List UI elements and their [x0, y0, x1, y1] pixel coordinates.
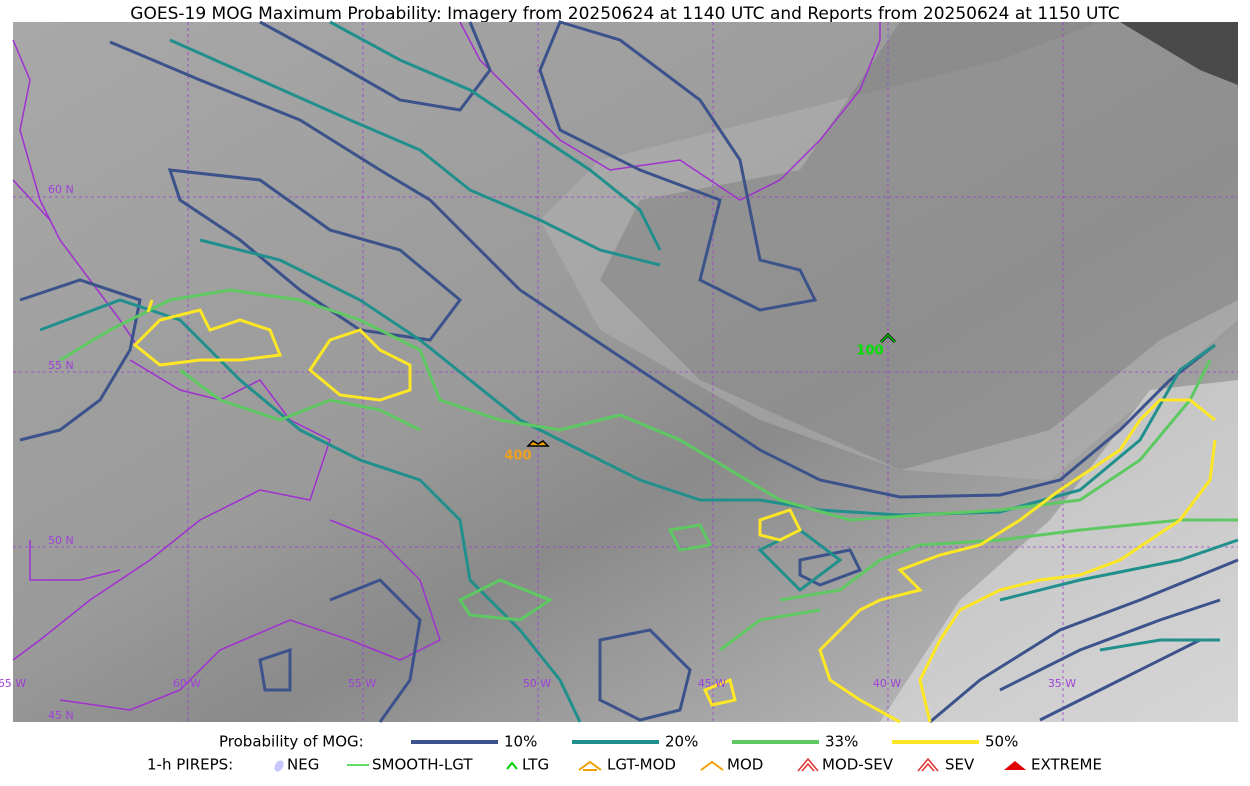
legend-title: Probability of MOG: — [219, 733, 364, 751]
lat-label: 45 N — [48, 709, 74, 722]
grid — [13, 22, 1238, 722]
legend-label: NEG — [287, 756, 319, 774]
legend-title: 1-h PIREPS: — [147, 756, 233, 774]
legend-label: MOD-SEV — [822, 756, 894, 774]
pirep-label: 100 — [856, 344, 883, 359]
legend: Probability of MOG: 10% 20% 33% 50% 1-h … — [147, 733, 1102, 774]
legend-label: SEV — [945, 756, 975, 774]
map: 100 400 60 N 55 N 50 N 45 N 65 W 60 W 55… — [0, 20, 1239, 724]
lon-label: 45 W — [698, 677, 726, 690]
pirep-label: 400 — [504, 449, 531, 464]
contours — [19, 20, 1239, 724]
legend-label: LGT-MOD — [607, 756, 676, 774]
legend-label: SMOOTH-LGT — [372, 756, 473, 774]
lon-label: 40 W — [873, 677, 901, 690]
legend-label: 50% — [985, 733, 1018, 751]
lat-label: 50 N — [48, 534, 74, 547]
legend-label: EXTREME — [1031, 756, 1102, 774]
lon-label: 55 W — [348, 677, 376, 690]
legend-label: LTG — [522, 756, 549, 774]
lon-label: 35 W — [1048, 677, 1076, 690]
lat-labels: 60 N 55 N 50 N 45 N — [48, 183, 74, 722]
lon-label: 60 W — [173, 677, 201, 690]
lat-label: 55 N — [48, 359, 74, 372]
legend-label: 20% — [665, 733, 698, 751]
legend-label: 33% — [825, 733, 858, 751]
legend-label: 10% — [504, 733, 537, 751]
title: GOES-19 MOG Maximum Probability: Imagery… — [130, 4, 1119, 24]
lat-label: 60 N — [48, 183, 74, 196]
lon-label: 50 W — [523, 677, 551, 690]
lon-labels: 65 W 60 W 55 W 50 W 45 W 40 W 35 W — [0, 677, 1076, 690]
legend-label: MOD — [727, 756, 763, 774]
lon-label: 65 W — [0, 677, 26, 690]
pireps: 100 400 — [504, 332, 897, 464]
